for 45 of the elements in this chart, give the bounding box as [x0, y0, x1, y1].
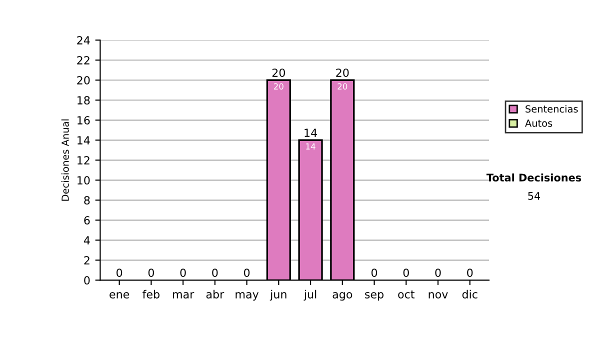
y-tick-label: 2	[84, 256, 90, 264]
data-label: 14	[306, 143, 316, 150]
y-tick-label: 16	[78, 116, 90, 125]
y-tick-label: 20	[77, 76, 90, 85]
total-label: 0	[148, 268, 154, 278]
total-label: 0	[244, 268, 250, 278]
total-label: 0	[116, 268, 122, 278]
y-tick-label: 8	[84, 196, 90, 205]
y-tick-label: 22	[77, 56, 90, 64]
total-label: 20	[272, 68, 285, 77]
y-tick-label: 10	[78, 176, 90, 185]
x-tick-label: ene	[110, 292, 130, 298]
total-label: 0	[212, 268, 218, 278]
y-tick-label: 18	[78, 96, 90, 105]
total-label: 0	[467, 268, 473, 278]
total-label: 0	[403, 268, 409, 278]
x-tick-label: jun	[270, 290, 286, 301]
y-tick-label: 24	[77, 36, 90, 44]
x-tick-label: feb	[142, 290, 160, 298]
total-label: 0	[180, 268, 186, 278]
x-tick-label: dic	[462, 290, 478, 298]
x-tick-label: jul	[304, 290, 316, 301]
text: 54	[528, 192, 540, 200]
x-tick-label: may	[236, 292, 259, 301]
legend-label: Autos	[525, 120, 552, 127]
x-tick-label: abr	[206, 290, 224, 298]
x-tick-label: ago	[332, 292, 352, 301]
x-tick-label: sep	[365, 292, 384, 301]
total-label: 20	[336, 68, 349, 77]
total-label: 14	[304, 128, 317, 137]
data-label: 20	[338, 83, 348, 90]
legend-label: Sentencias	[526, 105, 578, 113]
y-tick-label: 4	[84, 236, 90, 244]
y-tick-label: 6	[84, 216, 90, 225]
x-tick-label: oct	[398, 290, 415, 298]
y-axis-title: Decisiones Anual	[61, 119, 69, 201]
total-label: 0	[435, 268, 441, 278]
y-tick-label: 14	[78, 136, 90, 144]
x-tick-label: mar	[172, 292, 194, 298]
data-label: 20	[274, 83, 284, 90]
x-tick-label: nov	[428, 292, 448, 298]
total-label: 0	[371, 268, 378, 278]
y-tick-label: 0	[84, 276, 90, 285]
y-tick-label: 12	[78, 156, 90, 164]
annotation: Total Decisiones	[486, 173, 582, 182]
